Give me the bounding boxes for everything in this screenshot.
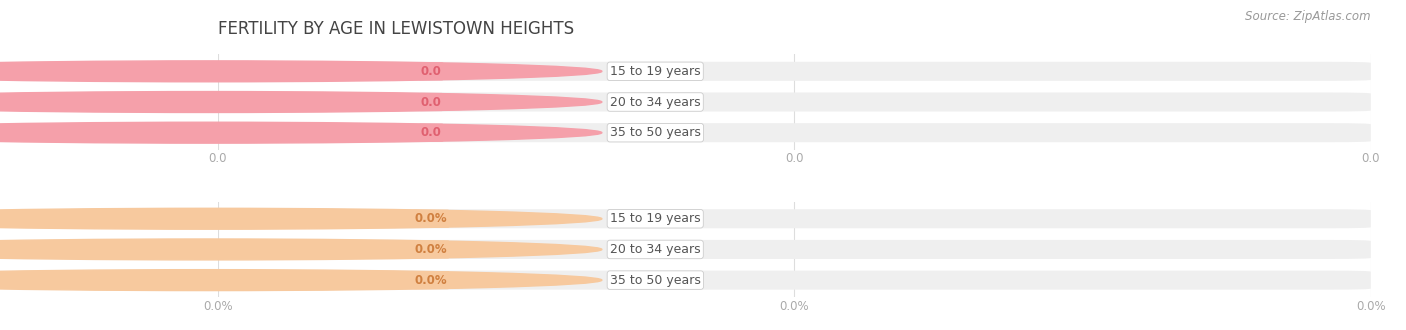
FancyBboxPatch shape: [218, 62, 1371, 81]
Circle shape: [0, 239, 602, 260]
Text: 20 to 34 years: 20 to 34 years: [610, 95, 700, 109]
Text: 15 to 19 years: 15 to 19 years: [610, 65, 700, 78]
Text: 35 to 50 years: 35 to 50 years: [610, 274, 700, 287]
FancyBboxPatch shape: [179, 271, 259, 290]
Text: 0.0: 0.0: [420, 65, 441, 78]
Text: 0.0: 0.0: [420, 95, 441, 109]
Text: 0.0%: 0.0%: [415, 212, 447, 225]
FancyBboxPatch shape: [218, 271, 1371, 290]
FancyBboxPatch shape: [218, 92, 1371, 112]
FancyBboxPatch shape: [179, 92, 259, 112]
FancyBboxPatch shape: [218, 209, 1371, 228]
Circle shape: [0, 61, 602, 82]
Text: 0.0%: 0.0%: [415, 243, 447, 256]
Text: 20 to 34 years: 20 to 34 years: [610, 243, 700, 256]
Text: 0.0: 0.0: [420, 126, 441, 139]
Text: 15 to 19 years: 15 to 19 years: [610, 212, 700, 225]
Circle shape: [0, 208, 602, 229]
Circle shape: [0, 122, 602, 143]
FancyBboxPatch shape: [218, 240, 1371, 259]
FancyBboxPatch shape: [179, 62, 259, 81]
Text: 35 to 50 years: 35 to 50 years: [610, 126, 700, 139]
Text: 0.0%: 0.0%: [415, 274, 447, 287]
Text: Source: ZipAtlas.com: Source: ZipAtlas.com: [1246, 10, 1371, 23]
FancyBboxPatch shape: [218, 123, 1371, 142]
Text: FERTILITY BY AGE IN LEWISTOWN HEIGHTS: FERTILITY BY AGE IN LEWISTOWN HEIGHTS: [218, 20, 574, 38]
FancyBboxPatch shape: [179, 123, 259, 142]
FancyBboxPatch shape: [179, 209, 259, 228]
Circle shape: [0, 270, 602, 291]
Circle shape: [0, 91, 602, 113]
FancyBboxPatch shape: [179, 240, 259, 259]
